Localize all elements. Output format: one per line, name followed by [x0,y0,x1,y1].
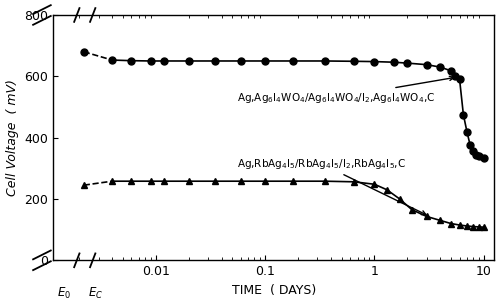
Text: $E_C$: $E_C$ [88,286,103,301]
Y-axis label: Cell Voltage  ( mV): Cell Voltage ( mV) [6,79,18,196]
Text: $E_0$: $E_0$ [57,286,71,301]
X-axis label: TIME  ( DAYS): TIME ( DAYS) [232,284,316,297]
Text: Ag,Ag$_6$I$_4$WO$_4$/Ag$_6$I$_4$WO$_4$/I$_2$,Ag$_6$I$_4$WO$_4$,C: Ag,Ag$_6$I$_4$WO$_4$/Ag$_6$I$_4$WO$_4$/I… [236,76,454,105]
Text: Ag,RbAg$_4$I$_5$/RbAg$_4$I$_5$/I$_2$,RbAg$_4$I$_5$,C: Ag,RbAg$_4$I$_5$/RbAg$_4$I$_5$/I$_2$,RbA… [236,157,426,215]
